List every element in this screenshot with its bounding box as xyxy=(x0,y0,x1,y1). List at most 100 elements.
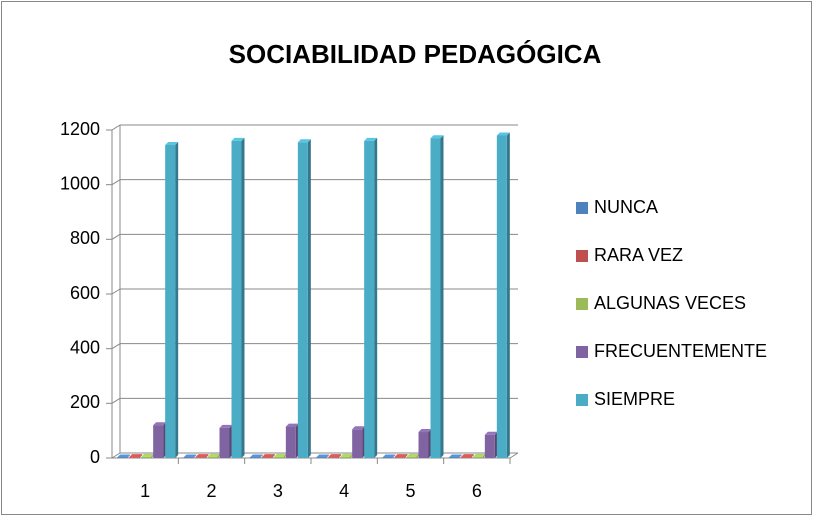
x-axis-diagonal xyxy=(509,452,519,459)
bar-top xyxy=(340,453,354,457)
bar xyxy=(129,457,140,458)
bar xyxy=(207,456,218,458)
bar xyxy=(430,138,441,458)
bar-top xyxy=(273,453,287,457)
bar xyxy=(352,429,363,458)
legend-label: RARA VEZ xyxy=(594,245,683,265)
bar xyxy=(219,427,230,458)
bar-side xyxy=(307,139,311,459)
bar-top xyxy=(207,453,221,457)
legend-label: SIEMPRE xyxy=(594,389,675,409)
bar-top xyxy=(153,422,167,426)
grid-diagonal xyxy=(111,452,121,459)
bar xyxy=(261,457,272,458)
bar-top xyxy=(231,137,245,141)
bar-side xyxy=(175,142,179,459)
bar-top xyxy=(183,454,197,458)
y-tick-label: 1200 xyxy=(60,119,100,139)
bar-top xyxy=(249,454,263,458)
bar-top xyxy=(328,454,342,458)
bar-top xyxy=(195,454,209,458)
bar xyxy=(249,457,260,458)
bar-side xyxy=(458,454,462,458)
bar xyxy=(460,457,471,458)
bar-top xyxy=(285,423,299,427)
bar-top xyxy=(484,431,498,435)
bar-side xyxy=(506,132,510,458)
legend-label: ALGUNAS VECES xyxy=(594,293,746,313)
bar-top xyxy=(472,453,486,457)
x-tick-label: 6 xyxy=(472,481,482,501)
x-tick-label: 1 xyxy=(140,481,150,501)
bar xyxy=(165,145,176,459)
x-tick-label: 4 xyxy=(339,481,349,501)
bar-top xyxy=(418,429,432,433)
y-tick-label: 600 xyxy=(70,283,100,303)
bar-side xyxy=(374,137,378,458)
bar xyxy=(117,457,128,458)
bar-side xyxy=(326,454,330,458)
bar xyxy=(141,456,152,458)
bar-side xyxy=(271,454,275,458)
grid-diagonal xyxy=(111,397,121,404)
grid-diagonal xyxy=(111,179,121,186)
bar xyxy=(285,426,296,458)
bar-side xyxy=(259,454,263,458)
bar xyxy=(496,135,507,458)
bar-top xyxy=(382,454,396,458)
bar xyxy=(394,457,405,458)
bar xyxy=(231,140,242,458)
bar-side xyxy=(338,454,342,458)
x-tick-label: 3 xyxy=(273,481,283,501)
bar xyxy=(273,456,284,458)
bar xyxy=(340,456,351,458)
bar xyxy=(328,457,339,458)
bar-top xyxy=(460,454,474,458)
bar-top xyxy=(364,137,378,141)
bar-top xyxy=(316,454,330,458)
bar-side xyxy=(392,454,396,458)
y-tick-label: 800 xyxy=(70,228,100,248)
legend-swatch xyxy=(576,298,588,310)
bar xyxy=(418,432,429,458)
bar-top xyxy=(129,454,143,458)
bar xyxy=(448,457,459,458)
bar xyxy=(297,142,308,459)
bar-top xyxy=(430,135,444,139)
bar-side xyxy=(139,454,143,458)
bar xyxy=(484,434,495,458)
y-tick-label: 1000 xyxy=(60,173,100,193)
x-tick-label: 2 xyxy=(206,481,216,501)
bar-top xyxy=(117,454,131,458)
chart-title: SOCIABILIDAD PEDAGÓGICA xyxy=(229,39,602,69)
bar xyxy=(195,457,206,458)
bar xyxy=(406,456,417,458)
bar-top xyxy=(496,132,510,136)
bar-top xyxy=(394,454,408,458)
bar-side xyxy=(241,137,245,458)
legend-swatch xyxy=(576,394,588,406)
grid-diagonal xyxy=(111,233,121,240)
bar-side xyxy=(127,454,131,458)
bar xyxy=(382,457,393,458)
bar-top xyxy=(141,453,155,457)
grid-diagonal xyxy=(111,343,121,350)
legend-label: FRECUENTEMENTE xyxy=(594,341,767,361)
bar-side xyxy=(193,454,197,458)
bar xyxy=(183,457,194,458)
bar xyxy=(472,456,483,458)
bar-top xyxy=(165,142,179,146)
bar xyxy=(364,140,375,458)
grid-diagonal xyxy=(111,124,121,131)
bar-top xyxy=(448,454,462,458)
bar xyxy=(316,457,327,458)
bar-top xyxy=(406,453,420,457)
bar-side xyxy=(404,454,408,458)
legend-swatch xyxy=(576,346,588,358)
bar-side xyxy=(470,454,474,458)
bar-top xyxy=(297,139,311,143)
x-tick-label: 5 xyxy=(405,481,415,501)
legend-label: NUNCA xyxy=(594,197,658,217)
